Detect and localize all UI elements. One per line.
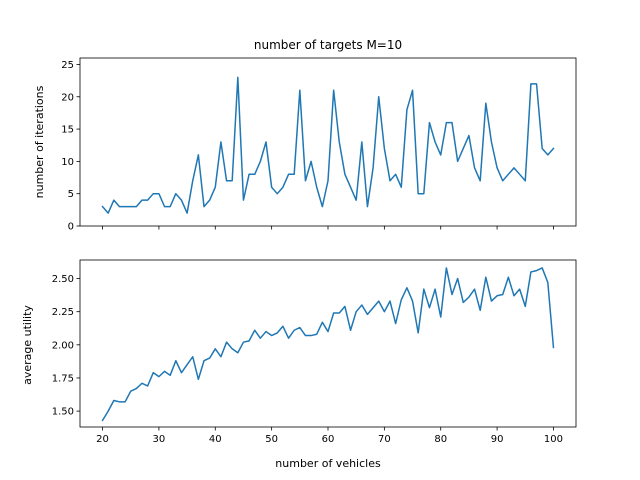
- top-ytick-label: 15: [61, 125, 74, 136]
- bottom-xtick-label: 100: [544, 434, 563, 445]
- plot-frame-bottom: [79, 259, 577, 428]
- bottom-xtick-label: 60: [322, 434, 335, 445]
- chart-title: number of targets M=10: [254, 38, 402, 52]
- bottom-xtick-label: 20: [96, 434, 109, 445]
- top-ytick-label: 0: [68, 222, 74, 233]
- bottom-ytick-label: 2.00: [52, 340, 74, 351]
- top-ytick-label: 25: [61, 60, 74, 71]
- bottom-xtick-label: 30: [153, 434, 166, 445]
- top-series-line: [101, 76, 555, 214]
- bottom-ytick-label: 1.50: [52, 407, 74, 418]
- y-axis-label-iterations: number of iterations: [33, 85, 46, 198]
- top-ytick-label: 20: [61, 92, 74, 103]
- x-axis-label: number of vehicles: [275, 457, 381, 470]
- top-ytick-label: 5: [68, 189, 74, 200]
- top-ytick-label: 10: [61, 157, 74, 168]
- y-axis-label-utility: average utility: [21, 305, 34, 385]
- bottom-ytick-label: 1.75: [52, 373, 74, 384]
- bottom-ytick-label: 2.50: [52, 274, 74, 285]
- plot-frame-top: [79, 57, 577, 227]
- bottom-xtick-label: 70: [378, 434, 391, 445]
- bottom-ytick-label: 2.25: [52, 307, 74, 318]
- bottom-xtick-label: 90: [491, 434, 504, 445]
- bottom-xtick-label: 40: [209, 434, 222, 445]
- chart-utility: average utility number of vehicles 1.50 1…: [21, 259, 577, 470]
- bottom-series-line: [101, 267, 555, 422]
- chart-iterations: number of targets M=10 number of iterati…: [33, 38, 577, 233]
- bottom-xtick-label: 80: [434, 434, 447, 445]
- bottom-xtick-label: 50: [265, 434, 278, 445]
